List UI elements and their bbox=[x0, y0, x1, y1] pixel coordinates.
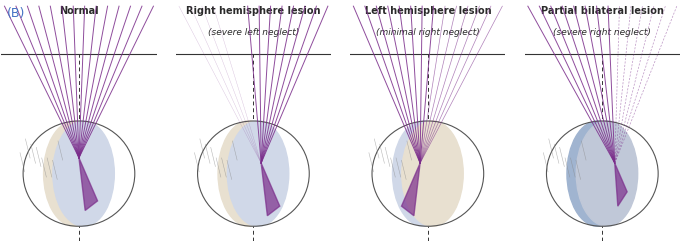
Ellipse shape bbox=[53, 121, 114, 226]
Polygon shape bbox=[261, 163, 279, 216]
Text: (severe left neglect): (severe left neglect) bbox=[208, 28, 299, 37]
Text: (minimal right neglect): (minimal right neglect) bbox=[376, 28, 480, 37]
Ellipse shape bbox=[393, 121, 454, 226]
Text: Normal: Normal bbox=[59, 6, 99, 16]
Ellipse shape bbox=[227, 121, 289, 226]
Ellipse shape bbox=[567, 121, 628, 226]
Text: Right hemisphere lesion: Right hemisphere lesion bbox=[186, 6, 321, 16]
Text: Left hemisphere lesion: Left hemisphere lesion bbox=[364, 6, 491, 16]
Text: Partial bilateral lesion: Partial bilateral lesion bbox=[541, 6, 664, 16]
Ellipse shape bbox=[44, 121, 105, 226]
Ellipse shape bbox=[218, 121, 279, 226]
Ellipse shape bbox=[576, 121, 638, 226]
Text: (B): (B) bbox=[7, 7, 25, 20]
Polygon shape bbox=[401, 163, 420, 216]
Text: (severe right neglect): (severe right neglect) bbox=[553, 28, 651, 37]
Ellipse shape bbox=[402, 121, 463, 226]
Polygon shape bbox=[79, 158, 97, 211]
Polygon shape bbox=[614, 163, 627, 206]
